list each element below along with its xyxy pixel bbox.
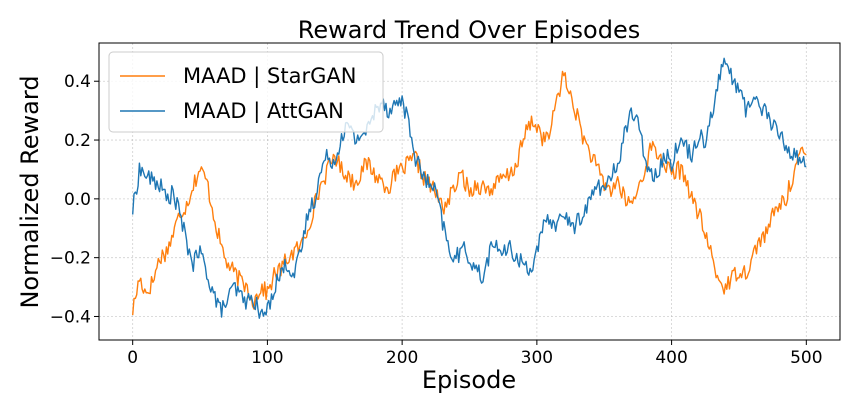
y-axis-label: Normalized Reward bbox=[16, 75, 44, 308]
y-tick-label: 0.0 bbox=[64, 190, 91, 210]
x-tick-label: 400 bbox=[655, 348, 687, 368]
y-tick-label: 0.4 bbox=[64, 72, 91, 92]
x-tick-label: 200 bbox=[386, 348, 418, 368]
y-tick-label: −0.2 bbox=[50, 249, 91, 269]
series-lines bbox=[132, 57, 807, 319]
series-line-stargan bbox=[132, 70, 807, 316]
y-tick-label: 0.2 bbox=[64, 131, 91, 151]
legend-label-attgan: MAAD | AttGAN bbox=[183, 99, 344, 124]
legend-box bbox=[108, 51, 384, 133]
x-axis-label: Episode bbox=[422, 366, 516, 394]
x-axis: 0 100 200 300 400 500 bbox=[127, 340, 823, 368]
x-tick-label: 500 bbox=[790, 348, 822, 368]
x-tick-label: 300 bbox=[521, 348, 553, 368]
x-tick-label: 100 bbox=[251, 348, 283, 368]
legend: MAAD | StarGAN MAAD | AttGAN bbox=[108, 51, 384, 133]
series-line-attgan bbox=[132, 57, 807, 319]
legend-label-stargan: MAAD | StarGAN bbox=[183, 64, 356, 89]
x-tick-label: 0 bbox=[127, 348, 138, 368]
chart-title: Reward Trend Over Episodes bbox=[298, 16, 640, 44]
y-axis: −0.4 −0.2 0.0 0.2 0.4 bbox=[50, 72, 99, 327]
y-tick-label: −0.4 bbox=[50, 307, 91, 327]
plot-frame bbox=[98, 42, 841, 341]
